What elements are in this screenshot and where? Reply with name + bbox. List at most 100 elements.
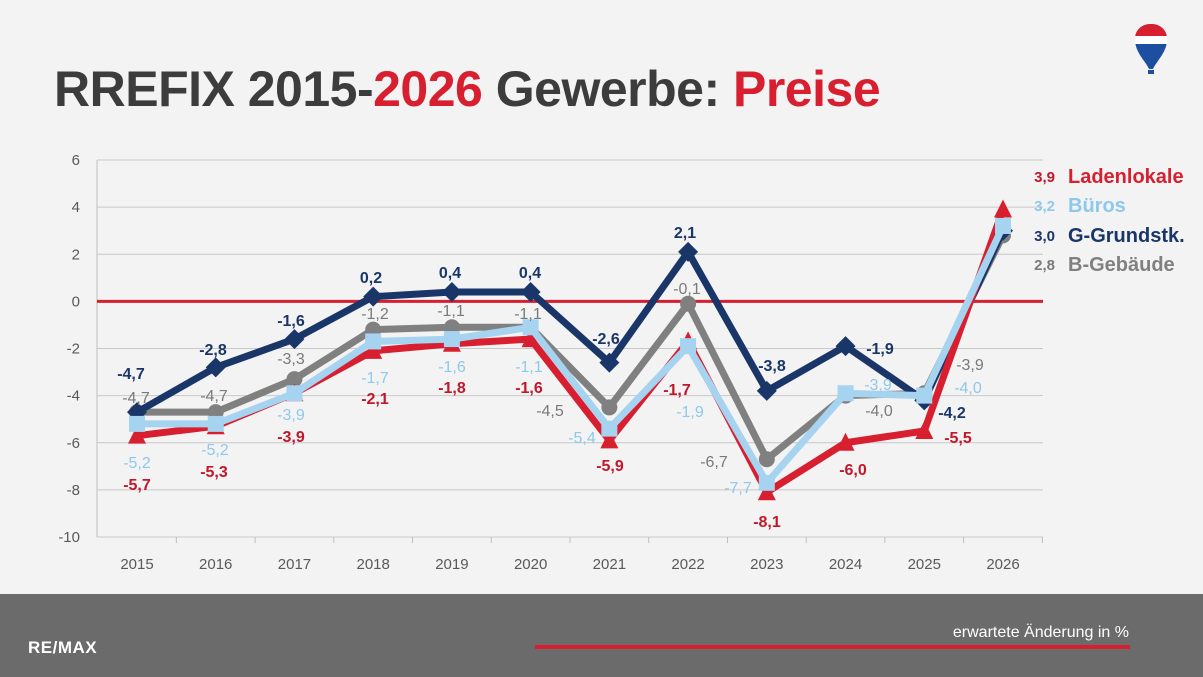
data-label: -1,7 — [361, 370, 389, 387]
y-tick-label: -2 — [67, 341, 80, 358]
marker-triangle — [521, 329, 540, 348]
data-label: 0,4 — [519, 265, 541, 282]
data-label: -3,9 — [864, 377, 892, 394]
y-tick-label: 6 — [72, 152, 80, 169]
title-part: Gewerbe: — [482, 61, 733, 117]
marker-triangle — [836, 432, 855, 451]
data-label: -6,7 — [700, 454, 728, 471]
marker-triangle — [994, 199, 1012, 218]
x-tick-label: 2019 — [435, 556, 468, 573]
data-label: -4,7 — [122, 390, 150, 407]
data-label: -5,4 — [568, 430, 596, 447]
marker-diamond — [756, 380, 777, 401]
data-label: 2,1 — [674, 225, 696, 242]
x-tick-label: 2017 — [278, 556, 311, 573]
title-topic: Preise — [733, 61, 881, 117]
y-tick-label: 2 — [72, 246, 80, 263]
series-line-Büros — [137, 224, 1007, 489]
footer-brand-logo: RE/MAX — [28, 638, 98, 657]
end-data-label: 3,9 — [1034, 169, 1055, 186]
marker-square — [207, 415, 224, 432]
y-tick-label: -8 — [67, 482, 80, 499]
legend-entry-Ladenlokale: Ladenlokale — [1068, 166, 1184, 188]
data-label: -1,9 — [676, 404, 704, 421]
line-chart: -10 -8 -6 -4 -2 0 2 4 6 2015 2016 2017 2018 2019 2020 2… — [58, 152, 1184, 573]
data-label: -8,1 — [753, 514, 781, 531]
marker-square — [995, 217, 1011, 234]
data-label: -5,2 — [201, 442, 229, 459]
title-part: RREFIX 2015- — [54, 61, 374, 117]
data-label: -1,6 — [515, 380, 543, 397]
data-label: -1,6 — [438, 359, 466, 376]
marker-circle — [680, 295, 697, 312]
data-label: -2,1 — [361, 391, 389, 408]
marker-diamond — [520, 281, 541, 302]
marker-triangle — [757, 482, 776, 501]
data-label: -4,0 — [954, 380, 982, 397]
x-tick-label: 2026 — [986, 556, 1019, 573]
marker-circle — [758, 451, 775, 468]
x-tick-label: 2020 — [514, 556, 547, 573]
x-tick-label: 2016 — [199, 556, 232, 573]
legend-entry-Büros: Büros — [1068, 195, 1126, 217]
data-label: -3,3 — [277, 351, 305, 368]
data-label: -4,7 — [117, 366, 145, 383]
marker-diamond — [284, 329, 305, 350]
remax-balloon-logo — [1135, 24, 1167, 74]
marker-diamond — [835, 336, 856, 357]
x-tick-label: 2023 — [750, 556, 783, 573]
data-label: -3,9 — [277, 429, 305, 446]
data-label: -1,1 — [515, 359, 543, 376]
marker-square — [443, 331, 460, 348]
data-label: -1,1 — [514, 306, 542, 323]
marker-square — [601, 420, 618, 437]
data-label: -1,6 — [277, 313, 305, 330]
data-label: -3,9 — [277, 407, 305, 424]
marker-diamond — [678, 241, 699, 262]
data-label: -2,8 — [199, 342, 227, 359]
data-label: -1,8 — [438, 380, 466, 397]
marker-square — [286, 385, 303, 402]
marker-square — [365, 333, 382, 350]
marker-diamond — [599, 352, 620, 373]
data-label: -5,7 — [123, 477, 151, 494]
data-label: -4,2 — [938, 405, 966, 422]
data-label: -4,5 — [536, 403, 564, 420]
data-label: -5,5 — [944, 430, 972, 447]
marker-square — [758, 474, 775, 491]
marker-circle — [286, 371, 303, 388]
data-label: -3,8 — [758, 358, 786, 375]
marker-square — [837, 385, 854, 402]
title-year: 2026 — [373, 61, 483, 117]
marker-square — [680, 338, 697, 355]
data-label: -5,3 — [200, 464, 228, 481]
legend-entry-B-Gebäude: B-Gebäude — [1068, 254, 1175, 276]
marker-circle — [601, 399, 618, 416]
end-data-label: 3,0 — [1034, 228, 1055, 245]
data-label: -7,7 — [724, 480, 752, 497]
data-label: -5,9 — [596, 458, 624, 475]
y-tick-label: 0 — [72, 293, 80, 310]
x-tick-label: 2025 — [908, 556, 941, 573]
marker-triangle — [600, 430, 619, 449]
data-label: -4,7 — [200, 388, 228, 405]
data-label: -1,9 — [866, 341, 894, 358]
y-tick-label: -10 — [58, 529, 80, 546]
end-data-label: 3,2 — [1034, 198, 1055, 215]
marker-triangle — [915, 420, 934, 439]
data-label: -1,1 — [437, 303, 465, 320]
y-tick-label: 4 — [72, 199, 80, 216]
data-label: -2,6 — [592, 331, 620, 348]
marker-square — [129, 415, 145, 432]
x-tick-label: 2018 — [356, 556, 389, 573]
footer: RE/MAX erwartete Änderung in % — [0, 594, 1203, 677]
marker-triangle — [364, 340, 383, 359]
footer-divider — [535, 645, 1130, 649]
data-label: -1,2 — [361, 306, 389, 323]
x-tick-label: 2021 — [593, 556, 626, 573]
marker-square — [916, 387, 933, 404]
data-label: -4,0 — [865, 403, 893, 420]
marker-diamond — [441, 281, 462, 302]
data-label: -3,9 — [956, 357, 984, 374]
page-title: RREFIX 2015-2026 Gewerbe: Preise — [54, 60, 881, 118]
